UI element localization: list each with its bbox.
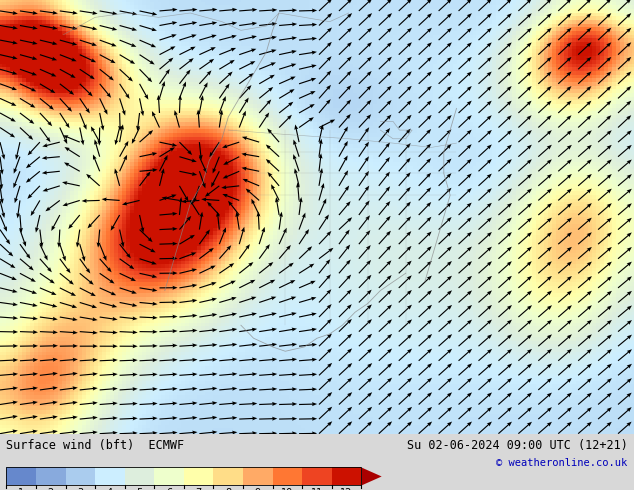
Bar: [6, 467, 36, 486]
Text: 2: 2: [48, 489, 54, 490]
Text: Surface wind (bft)  ECMWF: Surface wind (bft) ECMWF: [6, 439, 184, 452]
Text: 11: 11: [311, 489, 323, 490]
Text: 5: 5: [136, 489, 143, 490]
Text: 1: 1: [18, 489, 24, 490]
Bar: [332, 467, 361, 486]
Bar: [214, 467, 243, 486]
Bar: [154, 467, 184, 486]
Text: 3: 3: [77, 489, 83, 490]
Bar: [95, 467, 125, 486]
Bar: [65, 467, 95, 486]
Text: 8: 8: [225, 489, 231, 490]
Text: 9: 9: [255, 489, 261, 490]
Text: 10: 10: [281, 489, 294, 490]
Text: 7: 7: [195, 489, 202, 490]
Polygon shape: [361, 467, 382, 486]
Text: © weatheronline.co.uk: © weatheronline.co.uk: [496, 458, 628, 468]
Text: 4: 4: [107, 489, 113, 490]
Text: 6: 6: [166, 489, 172, 490]
Bar: [36, 467, 65, 486]
Text: Su 02-06-2024 09:00 UTC (12+21): Su 02-06-2024 09:00 UTC (12+21): [407, 439, 628, 452]
Bar: [125, 467, 154, 486]
Bar: [302, 467, 332, 486]
Bar: [243, 467, 273, 486]
Bar: [273, 467, 302, 486]
Text: 12: 12: [340, 489, 353, 490]
Bar: [184, 467, 214, 486]
